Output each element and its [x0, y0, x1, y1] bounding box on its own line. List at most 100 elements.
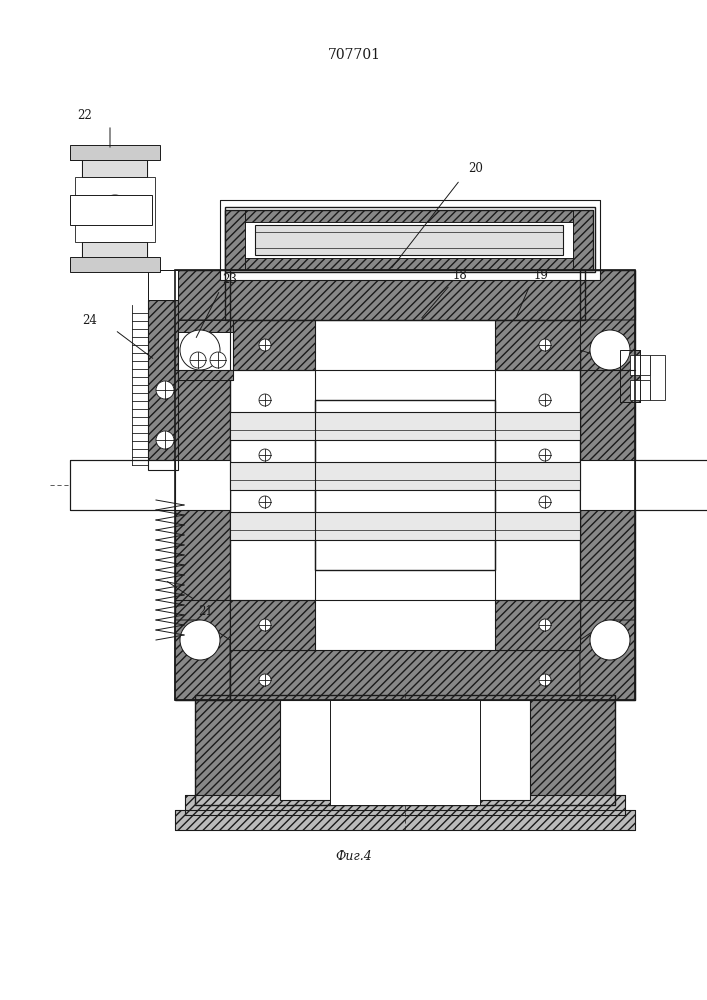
Bar [630, 355, 650, 375]
Circle shape [259, 394, 271, 406]
Bar [82, 160, 147, 260]
Bar [175, 810, 635, 830]
Bar [225, 210, 593, 270]
Bar [70, 145, 160, 160]
Bar [175, 650, 635, 700]
Bar [230, 412, 580, 440]
Bar [225, 258, 593, 270]
Bar [148, 270, 178, 300]
Bar [70, 195, 152, 225]
Bar [230, 600, 315, 650]
Bar [70, 460, 230, 510]
Bar [230, 320, 315, 370]
Bar [70, 460, 175, 510]
Polygon shape [580, 620, 635, 700]
Circle shape [259, 449, 271, 461]
Bar [230, 462, 580, 490]
Bar [175, 270, 635, 320]
Circle shape [539, 619, 551, 631]
Circle shape [590, 330, 630, 370]
Bar [230, 600, 315, 650]
Polygon shape [175, 320, 230, 360]
Bar [148, 270, 178, 300]
Bar [70, 260, 82, 270]
Bar [495, 320, 580, 370]
Bar [185, 795, 625, 815]
Bar [75, 177, 155, 242]
Text: 24: 24 [83, 314, 98, 327]
Bar [580, 460, 707, 510]
Bar [178, 320, 233, 380]
Bar [82, 150, 147, 270]
Text: 18: 18 [453, 269, 468, 282]
Bar [620, 350, 640, 402]
Bar [330, 700, 480, 805]
Circle shape [259, 619, 271, 631]
Bar [148, 270, 178, 300]
Bar [620, 350, 640, 402]
Text: Фиг.4: Фиг.4 [336, 850, 373, 863]
Circle shape [180, 620, 220, 660]
Circle shape [259, 674, 271, 686]
Bar [225, 270, 585, 320]
Circle shape [210, 352, 226, 368]
Circle shape [180, 330, 220, 370]
Circle shape [539, 449, 551, 461]
Circle shape [539, 394, 551, 406]
Bar [230, 512, 580, 540]
Circle shape [100, 195, 130, 225]
Text: 20: 20 [468, 162, 483, 175]
Text: 707701: 707701 [327, 48, 380, 62]
Bar [70, 150, 82, 160]
Circle shape [539, 674, 551, 686]
Bar [220, 200, 600, 280]
Circle shape [156, 381, 174, 399]
Text: 23: 23 [222, 273, 237, 286]
Bar [635, 460, 707, 510]
Text: 21: 21 [198, 605, 213, 618]
Bar [175, 270, 635, 320]
Bar [220, 200, 600, 280]
Bar [70, 460, 175, 510]
Bar [175, 270, 230, 700]
Bar [630, 380, 650, 400]
Bar [175, 810, 635, 830]
Bar [185, 795, 625, 815]
Bar [148, 300, 178, 470]
Polygon shape [580, 320, 635, 360]
Bar [175, 270, 635, 700]
Bar [225, 210, 593, 222]
Circle shape [259, 339, 271, 351]
Bar [580, 270, 635, 700]
Bar [195, 695, 615, 805]
Bar [280, 700, 530, 800]
Text: 22: 22 [78, 109, 93, 122]
Bar [635, 460, 707, 510]
Circle shape [539, 339, 551, 351]
Bar [82, 160, 147, 260]
Bar [225, 210, 245, 270]
Bar [580, 270, 635, 700]
Bar [175, 650, 635, 700]
Polygon shape [175, 620, 230, 700]
Bar [70, 257, 160, 272]
Bar [495, 600, 580, 650]
Bar [225, 207, 595, 272]
Bar [178, 320, 233, 332]
Circle shape [590, 620, 630, 660]
Circle shape [156, 431, 174, 449]
Circle shape [259, 496, 271, 508]
Bar [178, 370, 233, 380]
Bar [175, 270, 230, 700]
Bar [495, 600, 580, 650]
Bar [573, 210, 593, 270]
Text: 19: 19 [534, 269, 549, 282]
Bar [255, 225, 563, 255]
Bar [230, 320, 315, 370]
Circle shape [539, 496, 551, 508]
Bar [195, 695, 615, 805]
Circle shape [190, 352, 206, 368]
Bar [315, 400, 495, 570]
Bar [495, 320, 580, 370]
Bar [650, 355, 665, 400]
